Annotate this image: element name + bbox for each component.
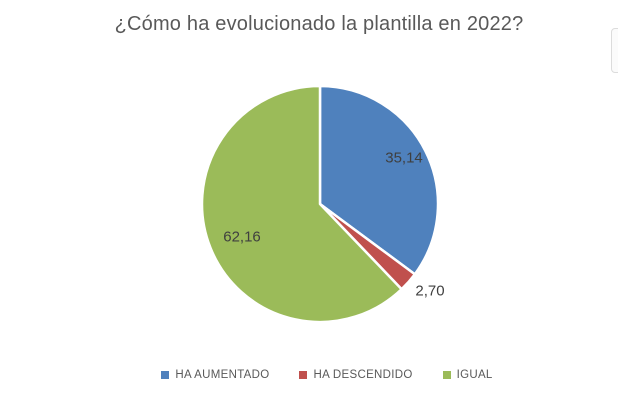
legend-label: HA DESCENDIDO: [313, 369, 413, 381]
data-label-ha-descendido: 2,70: [415, 282, 445, 300]
legend-swatch-red-icon: [299, 371, 308, 379]
pie-slice-ha-aumentado: [318, 84, 440, 276]
legend-item-ha-aumentado: HA AUMENTADO: [161, 369, 269, 381]
legend-swatch-green-icon: [442, 371, 451, 379]
chart-legend: HA AUMENTADO HA DESCENDIDO IGUAL: [18, 369, 618, 381]
chart-side-button[interactable]: [611, 28, 618, 73]
legend-swatch-blue-icon: [161, 371, 170, 379]
legend-label: IGUAL: [456, 369, 493, 381]
legend-label: HA AUMENTADO: [175, 369, 270, 381]
data-label-igual: 62,16: [223, 228, 261, 246]
pie-slice-igual: [200, 84, 403, 324]
chart-title: ¿Cómo ha evolucionado la plantilla en 20…: [114, 13, 524, 35]
legend-item-ha-descendido: HA DESCENDIDO: [299, 369, 412, 381]
data-label-ha-aumentado: 35,14: [385, 149, 423, 167]
legend-item-igual: IGUAL: [442, 369, 493, 381]
